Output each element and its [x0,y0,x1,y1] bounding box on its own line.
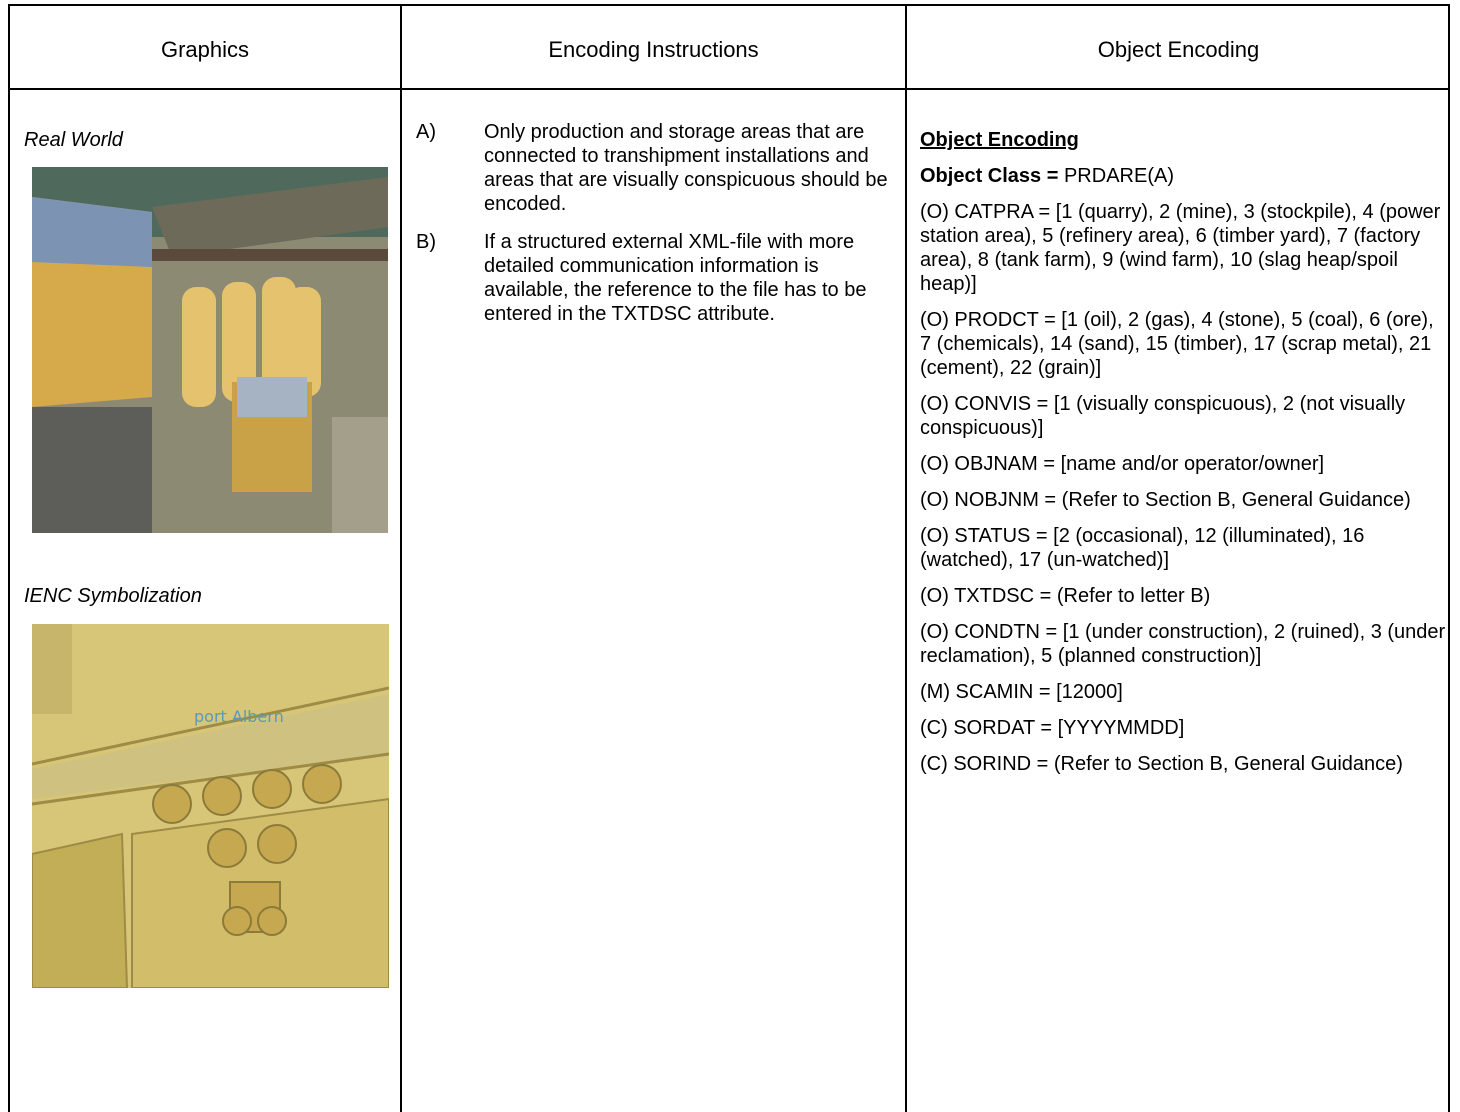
instruction-text: If a structured external XML-file with m… [484,231,867,325]
attribute: (O) TXTDSC = (Refer to letter B) [920,585,1211,607]
divider [905,6,907,1112]
header-cell: Graphics [160,37,250,62]
table: Graphics Encoding Instructions Object En… [8,4,1450,1112]
object-encoding-cell: Object Encoding Object Class = PRDARE(A)… [920,128,1446,788]
instruction: A) Only production and storage areas that… [416,120,896,216]
divider [400,6,402,1112]
letter: A) [416,121,436,143]
map-label: port Albern [194,707,284,726]
attribute: (O) OBJNAM = [name and/or operator/owner… [920,453,1325,475]
letter: B) [416,231,436,253]
attribute: (O) CONVIS = [1 (visually conspicuous), … [920,393,1406,439]
attribute: (O) NOBJNM = (Refer to Section B, Genera… [920,489,1411,511]
map: port Albern [32,624,389,988]
attribute: (C) SORDAT = [YYYYMMDD] [920,717,1185,739]
caption: Real World [24,129,123,151]
instruction-text: Only production and storage areas that a… [484,121,888,215]
attribute: (O) PRODCT = [1 (oil), 2 (gas), 4 (stone… [920,309,1434,379]
attribute: (O) CONDTN = [1 (under construction), 2 … [920,621,1446,667]
attribute: (O) STATUS = [2 (occasional), 12 (illumi… [920,525,1365,571]
attribute-list: (O) CATPRA = [1 (quarry), 2 (mine), 3 (s… [920,200,1446,776]
object-class: Object Class = PRDARE(A) [920,164,1446,188]
caption: IENC Symbolization [24,585,202,607]
instructions-cell: A) Only production and storage areas that… [416,120,896,340]
header-cell: Object Encoding [1097,37,1260,62]
attribute: (C) SORIND = (Refer to Section B, Genera… [920,753,1403,775]
heading: Object Encoding [920,129,1079,151]
divider [10,88,1448,90]
class-label: Object Class = [920,165,1059,187]
graphics-cell: Real World IENC Symbolization [10,90,400,1090]
header-cell: Encoding Instructions [548,37,759,62]
attribute: (M) SCAMIN = [12000] [920,681,1123,703]
attribute: (O) CATPRA = [1 (quarry), 2 (mine), 3 (s… [920,201,1441,295]
class-value: PRDARE(A) [1063,165,1174,187]
instruction: B) If a structured external XML-file with… [416,230,896,326]
photo [32,167,388,533]
